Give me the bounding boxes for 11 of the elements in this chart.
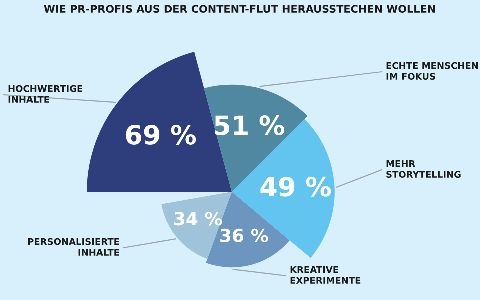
data-label: 36 %	[220, 228, 268, 243]
data-label: 49 %	[260, 176, 332, 197]
data-label: 34 %	[174, 212, 222, 226]
category-label: MEHR STORYTELLING	[386, 160, 461, 178]
category-label: ECHTE MENSCHEN IM FOKUS	[386, 62, 478, 80]
data-label: 69 %	[126, 125, 196, 145]
text: WIE PR-PROFIS AUS DER CONTENT-FLUT HERAUSSTECHEN WOLLEN	[44, 5, 436, 14]
category-label: PERSONALISIERTE INHALTE	[28, 238, 120, 256]
data-label: 51 %	[215, 116, 285, 136]
category-label: KREATIVE EXPERIMENTE	[290, 266, 361, 284]
category-label: HOCHWERTIGE INHALTE	[8, 85, 83, 103]
